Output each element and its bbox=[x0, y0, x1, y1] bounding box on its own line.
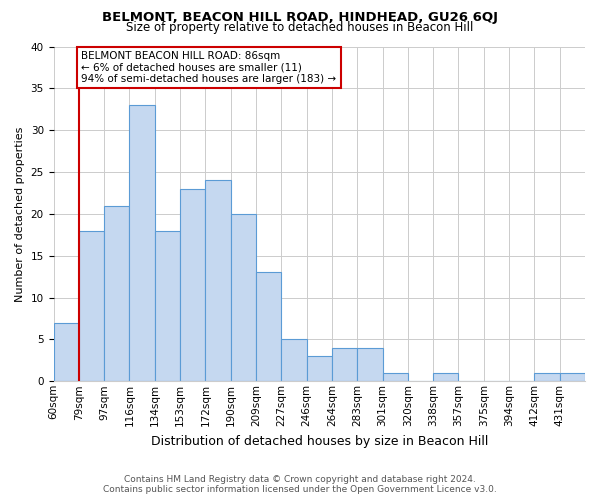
Text: BELMONT BEACON HILL ROAD: 86sqm
← 6% of detached houses are smaller (11)
94% of : BELMONT BEACON HILL ROAD: 86sqm ← 6% of … bbox=[82, 50, 337, 84]
Bar bbox=[383, 373, 408, 382]
Bar bbox=[180, 189, 205, 382]
Bar bbox=[155, 230, 180, 382]
Text: Size of property relative to detached houses in Beacon Hill: Size of property relative to detached ho… bbox=[127, 22, 473, 35]
Bar bbox=[104, 206, 130, 382]
Bar bbox=[53, 322, 79, 382]
X-axis label: Distribution of detached houses by size in Beacon Hill: Distribution of detached houses by size … bbox=[151, 434, 488, 448]
Bar bbox=[281, 340, 307, 382]
Bar bbox=[230, 214, 256, 382]
Bar bbox=[307, 356, 332, 382]
Bar bbox=[357, 348, 383, 382]
Y-axis label: Number of detached properties: Number of detached properties bbox=[15, 126, 25, 302]
Bar bbox=[79, 230, 104, 382]
Bar bbox=[205, 180, 230, 382]
Bar bbox=[256, 272, 281, 382]
Bar bbox=[332, 348, 357, 382]
Bar bbox=[130, 105, 155, 382]
Bar bbox=[535, 373, 560, 382]
Text: Contains HM Land Registry data © Crown copyright and database right 2024.
Contai: Contains HM Land Registry data © Crown c… bbox=[103, 474, 497, 494]
Text: BELMONT, BEACON HILL ROAD, HINDHEAD, GU26 6QJ: BELMONT, BEACON HILL ROAD, HINDHEAD, GU2… bbox=[102, 11, 498, 24]
Bar bbox=[433, 373, 458, 382]
Bar bbox=[560, 373, 585, 382]
